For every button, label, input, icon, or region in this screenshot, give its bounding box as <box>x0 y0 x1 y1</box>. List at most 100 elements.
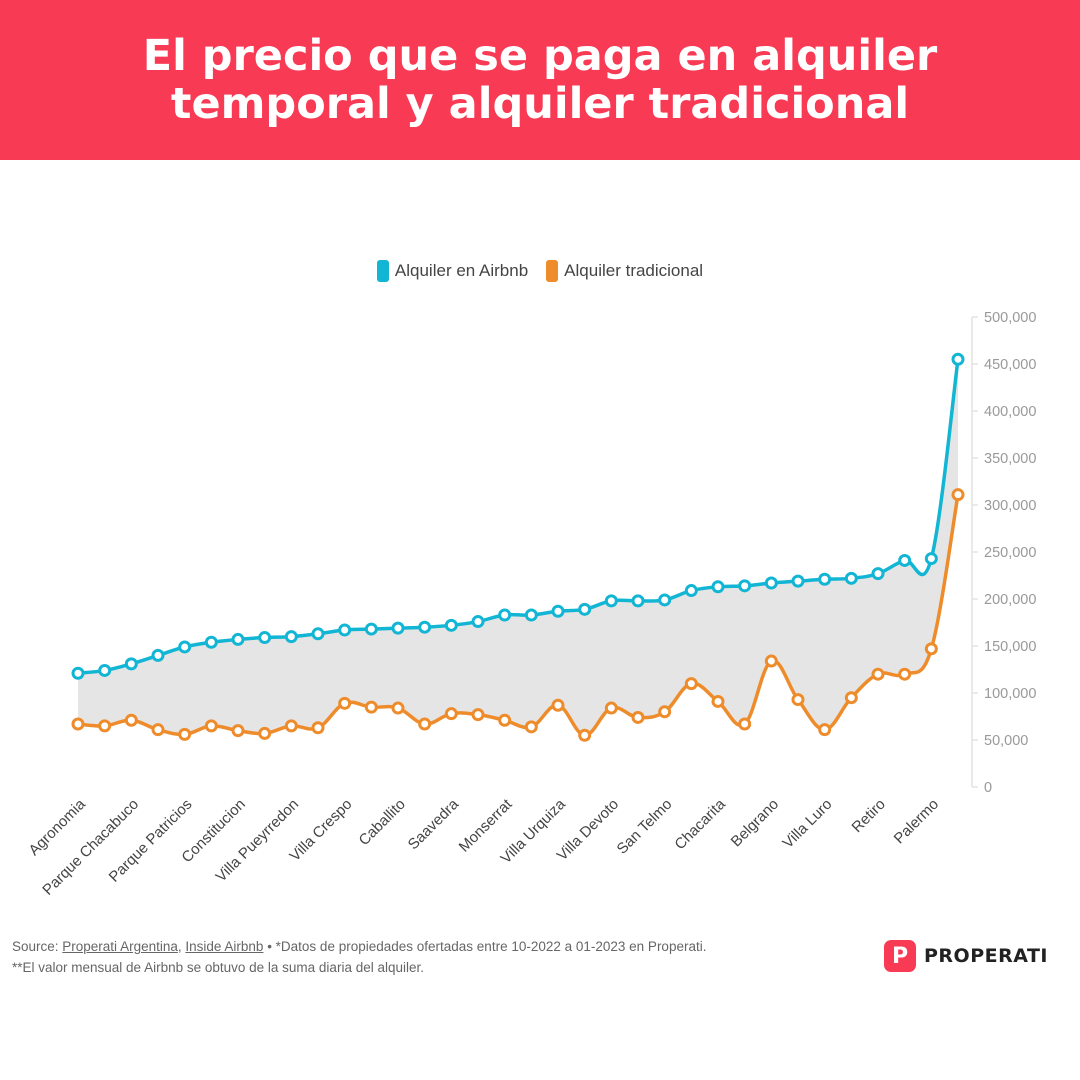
data-point-airbnb <box>924 552 938 566</box>
properati-logo: P PROPERATI <box>884 940 1048 972</box>
y-tick-label: 250,000 <box>984 545 1036 561</box>
data-point-airbnb <box>524 608 538 622</box>
y-tick-label: 100,000 <box>984 686 1036 702</box>
data-point-airbnb <box>364 622 378 636</box>
data-point-tradicional <box>364 700 378 714</box>
data-point-tradicional <box>684 677 698 691</box>
legend-item-airbnb[interactable]: Alquiler en Airbnb <box>376 260 529 282</box>
source-line: Source: Properati Argentina, Inside Airb… <box>12 936 812 957</box>
data-point-airbnb <box>658 593 672 607</box>
data-point-airbnb <box>871 567 885 581</box>
y-tick-label: 0 <box>984 780 992 796</box>
data-point-airbnb <box>418 620 432 634</box>
data-point-airbnb <box>631 594 645 608</box>
source-separator: , <box>177 939 186 954</box>
data-point-airbnb <box>204 635 218 649</box>
data-point-tradicional <box>551 698 565 712</box>
y-tick-label: 150,000 <box>984 639 1036 655</box>
x-tick-label: Palermo <box>891 796 943 848</box>
source-note-2: **El valor mensual de Airbnb se obtuvo d… <box>12 960 424 975</box>
data-point-airbnb <box>444 618 458 632</box>
chart-legend: Alquiler en Airbnb Alquiler tradicional <box>0 260 1080 282</box>
data-point-airbnb <box>951 352 965 366</box>
y-tick-label: 400,000 <box>984 404 1036 420</box>
data-point-tradicional <box>791 693 805 707</box>
y-tick-label: 450,000 <box>984 357 1036 373</box>
legend-item-tradicional[interactable]: Alquiler tradicional <box>546 260 703 282</box>
data-point-tradicional <box>524 720 538 734</box>
data-point-tradicional <box>418 717 432 731</box>
chart-footer: Source: Properati Argentina, Inside Airb… <box>12 936 812 978</box>
data-point-tradicional <box>844 691 858 705</box>
data-point-tradicional <box>738 717 752 731</box>
data-point-airbnb <box>604 594 618 608</box>
data-point-airbnb <box>124 657 138 671</box>
data-point-tradicional <box>871 667 885 681</box>
data-point-tradicional <box>471 708 485 722</box>
data-point-tradicional <box>71 717 85 731</box>
data-point-airbnb <box>151 648 165 662</box>
data-point-tradicional <box>311 721 325 735</box>
data-point-tradicional <box>951 488 965 502</box>
data-point-tradicional <box>204 719 218 733</box>
source-link-airbnb[interactable]: Inside Airbnb <box>185 939 264 954</box>
data-point-airbnb <box>578 602 592 616</box>
data-point-tradicional <box>764 654 778 668</box>
data-point-tradicional <box>151 723 165 737</box>
data-point-tradicional <box>631 710 645 724</box>
data-point-airbnb <box>231 632 245 646</box>
source-note-1: • *Datos de propiedades ofertadas entre … <box>263 939 707 954</box>
header-banner: El precio que se paga en alquiler tempor… <box>0 0 1080 160</box>
x-tick-label: Belgrano <box>728 796 782 850</box>
data-point-tradicional <box>231 724 245 738</box>
data-point-tradicional <box>604 701 618 715</box>
x-tick-label: Retiro <box>849 796 889 836</box>
y-tick-label: 50,000 <box>984 733 1028 749</box>
data-point-airbnb <box>684 584 698 598</box>
x-tick-label: Parque Chacabuco <box>39 796 142 899</box>
properati-logo-text: PROPERATI <box>924 945 1049 967</box>
data-point-airbnb <box>284 630 298 644</box>
x-tick-label: Saavedra <box>405 795 463 853</box>
y-tick-label: 500,000 <box>984 310 1036 326</box>
data-point-tradicional <box>338 696 352 710</box>
y-tick-label: 350,000 <box>984 451 1036 467</box>
legend-label-airbnb: Alquiler en Airbnb <box>394 261 529 280</box>
data-point-airbnb <box>898 553 912 567</box>
data-point-tradicional <box>178 727 192 741</box>
data-point-airbnb <box>764 576 778 590</box>
y-tick-label: 300,000 <box>984 498 1036 514</box>
data-point-airbnb <box>258 631 272 645</box>
data-point-tradicional <box>498 713 512 727</box>
x-tick-label: Villa Luro <box>779 796 835 852</box>
data-point-tradicional <box>391 701 405 715</box>
data-point-airbnb <box>791 574 805 588</box>
page-title: El precio que se paga en alquiler tempor… <box>142 30 938 129</box>
data-point-airbnb <box>71 666 85 680</box>
data-point-tradicional <box>258 726 272 740</box>
data-point-tradicional <box>124 713 138 727</box>
data-point-tradicional <box>578 728 592 742</box>
range-fill-area <box>78 359 958 736</box>
legend-swatch-tradicional <box>546 260 559 282</box>
data-point-airbnb <box>551 604 565 618</box>
source-link-properati[interactable]: Properati Argentina <box>62 939 178 954</box>
line-chart: 0 50,000 100,000 150,000 200,000 250,000 300,0… <box>26 310 1037 899</box>
data-point-airbnb <box>844 571 858 585</box>
legend-swatch-airbnb <box>376 260 389 282</box>
x-tick-label: Caballito <box>356 796 409 849</box>
data-point-airbnb <box>98 663 112 677</box>
data-point-airbnb <box>178 640 192 654</box>
data-point-tradicional <box>444 707 458 721</box>
y-tick-label: 200,000 <box>984 592 1036 608</box>
data-point-airbnb <box>711 580 725 594</box>
x-tick-label: San Telmo <box>614 796 676 858</box>
data-point-tradicional <box>284 719 298 733</box>
data-point-airbnb <box>471 615 485 629</box>
data-point-airbnb <box>338 623 352 637</box>
data-point-airbnb <box>391 621 405 635</box>
data-point-tradicional <box>98 719 112 733</box>
properati-logo-icon: P <box>884 940 916 972</box>
data-point-tradicional <box>818 723 832 737</box>
data-point-tradicional <box>898 667 912 681</box>
